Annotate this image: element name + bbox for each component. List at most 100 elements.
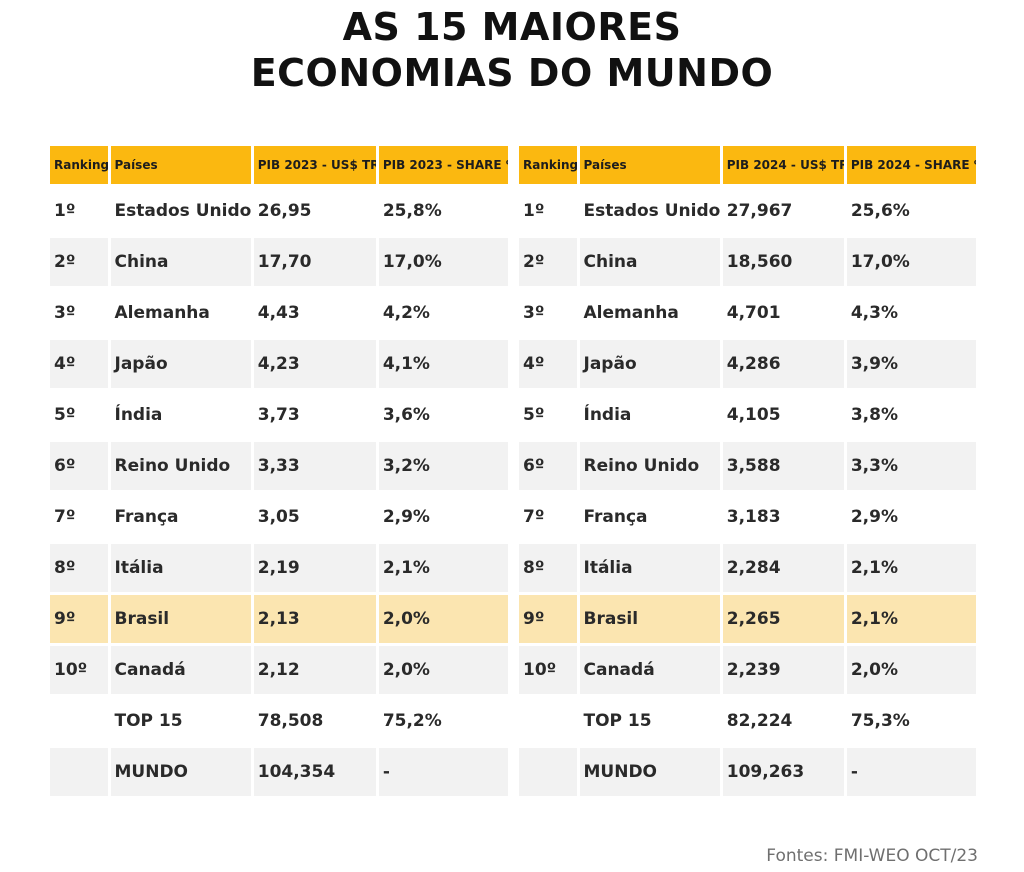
- cell-gdp-value: 17,70: [253, 238, 376, 286]
- cell-share: 2,0%: [378, 646, 508, 694]
- cell-country: Estados Unidos: [579, 187, 720, 235]
- cell-gdp-value: 27,967: [722, 187, 844, 235]
- cell-ranking: 6º: [519, 442, 577, 490]
- cell-country: Itália: [579, 544, 720, 592]
- cell-country: MUNDO: [579, 748, 720, 796]
- table-row: 3º Alemanha 4,43 4,2%: [50, 289, 508, 337]
- cell-country: Itália: [110, 544, 251, 592]
- cell-share: 3,9%: [846, 340, 976, 388]
- cell-share: 2,0%: [846, 646, 976, 694]
- cell-ranking: 8º: [519, 544, 577, 592]
- cell-ranking: 7º: [519, 493, 577, 541]
- table-row: 6º Reino Unido 3,33 3,2%: [50, 442, 508, 490]
- cell-share: 4,3%: [846, 289, 976, 337]
- cell-country: Japão: [110, 340, 251, 388]
- table-row: MUNDO 109,263-: [519, 748, 976, 796]
- cell-share: 17,0%: [846, 238, 976, 286]
- cell-share: 4,1%: [378, 340, 508, 388]
- cell-share: 75,3%: [846, 697, 976, 745]
- cell-share: 2,1%: [846, 595, 976, 643]
- cell-share: 17,0%: [378, 238, 508, 286]
- cell-share: 2,9%: [846, 493, 976, 541]
- cell-gdp-value: 3,73: [253, 391, 376, 439]
- cell-gdp-value: 104,354: [253, 748, 376, 796]
- cell-ranking: 2º: [50, 238, 108, 286]
- gdp-2024-table: Ranking Países PIB 2024 - US$ TRI PIB 2024 …: [516, 143, 979, 799]
- cell-country: Japão: [579, 340, 720, 388]
- title-line-2: ECONOMIAS DO MUNDO: [250, 51, 774, 95]
- cell-ranking: [50, 697, 108, 745]
- table-row: 3º Alemanha 4,701 4,3%: [519, 289, 976, 337]
- cell-country: Índia: [110, 391, 251, 439]
- cell-gdp-value: 4,701: [722, 289, 844, 337]
- cell-ranking: 4º: [519, 340, 577, 388]
- table-row: 2º China 18,560 17,0%: [519, 238, 976, 286]
- cell-ranking: 4º: [50, 340, 108, 388]
- cell-share: 2,1%: [378, 544, 508, 592]
- table-row: 7º França 3,05 2,9%: [50, 493, 508, 541]
- cell-share: 25,6%: [846, 187, 976, 235]
- cell-gdp-value: 2,239: [722, 646, 844, 694]
- cell-country: França: [579, 493, 720, 541]
- cell-gdp-value: 4,23: [253, 340, 376, 388]
- cell-share: 2,9%: [378, 493, 508, 541]
- table-row: 6º Reino Unido 3,588 3,3%: [519, 442, 976, 490]
- table-row: 10º Canadá 2,12 2,0%: [50, 646, 508, 694]
- title-line-1: AS 15 MAIORES: [342, 5, 682, 49]
- cell-country: Reino Unido: [579, 442, 720, 490]
- cell-country: TOP 15: [110, 697, 251, 745]
- cell-ranking: [519, 697, 577, 745]
- cell-country: Alemanha: [110, 289, 251, 337]
- column-header-share: PIB 2023 - SHARE %: [378, 146, 508, 184]
- table-row: 1º Estados Unidos 26,95 25,8%: [50, 187, 508, 235]
- cell-ranking: [519, 748, 577, 796]
- table-row: 5º Índia 3,73 3,6%: [50, 391, 508, 439]
- table-row: 9º Brasil 2,13 2,0%: [50, 595, 508, 643]
- table-row: 5º Índia 4,105 3,8%: [519, 391, 976, 439]
- cell-gdp-value: 26,95: [253, 187, 376, 235]
- column-header-ranking: Ranking: [519, 146, 577, 184]
- table-header-row: Ranking Países PIB 2023 - US$ TRI PIB 2023 …: [50, 146, 508, 184]
- cell-gdp-value: 4,105: [722, 391, 844, 439]
- cell-ranking: 2º: [519, 238, 577, 286]
- cell-share: 3,2%: [378, 442, 508, 490]
- cell-country: China: [110, 238, 251, 286]
- cell-gdp-value: 82,224: [722, 697, 844, 745]
- cell-gdp-value: 3,588: [722, 442, 844, 490]
- cell-gdp-value: 109,263: [722, 748, 844, 796]
- cell-country: MUNDO: [110, 748, 251, 796]
- table-row: 7º França 3,183 2,9%: [519, 493, 976, 541]
- cell-ranking: 1º: [50, 187, 108, 235]
- cell-country: França: [110, 493, 251, 541]
- cell-ranking: 9º: [519, 595, 577, 643]
- table-row: 4º Japão 4,286 3,9%: [519, 340, 976, 388]
- table-row: MUNDO 104,354-: [50, 748, 508, 796]
- table-row: 1º Estados Unidos 27,967 25,6%: [519, 187, 976, 235]
- column-header-country: Países: [110, 146, 251, 184]
- gdp-2023-table: Ranking Países PIB 2023 - US$ TRI PIB 2023 …: [47, 143, 511, 799]
- cell-country: Brasil: [579, 595, 720, 643]
- cell-ranking: 1º: [519, 187, 577, 235]
- source-note: Fontes: FMI-WEO OCT/23: [766, 846, 978, 866]
- table-row: TOP 15 82,224 75,3%: [519, 697, 976, 745]
- cell-gdp-value: 2,13: [253, 595, 376, 643]
- cell-country: Índia: [579, 391, 720, 439]
- cell-ranking: 6º: [50, 442, 108, 490]
- cell-share: 3,8%: [846, 391, 976, 439]
- cell-ranking: 3º: [50, 289, 108, 337]
- cell-gdp-value: 2,12: [253, 646, 376, 694]
- cell-share: 25,8%: [378, 187, 508, 235]
- table-row: 2º China 17,70 17,0%: [50, 238, 508, 286]
- cell-country: Canadá: [110, 646, 251, 694]
- cell-ranking: 5º: [519, 391, 577, 439]
- column-header-gdp-value: PIB 2024 - US$ TRI: [722, 146, 844, 184]
- cell-gdp-value: 2,284: [722, 544, 844, 592]
- cell-share: -: [378, 748, 508, 796]
- cell-gdp-value: 18,560: [722, 238, 844, 286]
- column-header-gdp-value: PIB 2023 - US$ TRI: [253, 146, 376, 184]
- cell-ranking: 3º: [519, 289, 577, 337]
- cell-country: TOP 15: [579, 697, 720, 745]
- table-row: 4º Japão 4,23 4,1%: [50, 340, 508, 388]
- column-header-ranking: Ranking: [50, 146, 108, 184]
- cell-share: 75,2%: [378, 697, 508, 745]
